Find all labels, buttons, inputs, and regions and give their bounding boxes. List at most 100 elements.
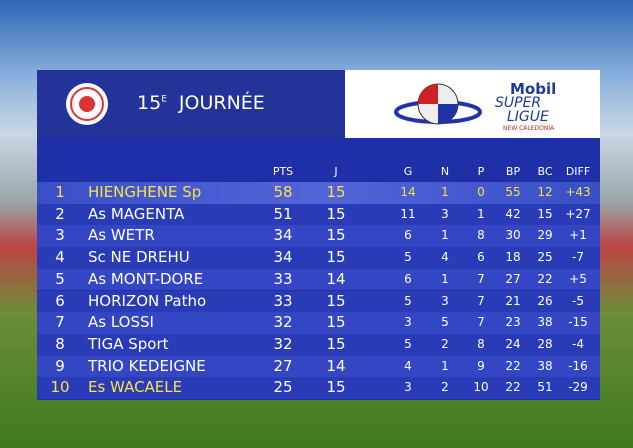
stat: 42 [505,206,521,221]
column-header: G [403,165,413,178]
stat: 51 [273,204,293,223]
stat: -29 [568,380,588,395]
column-header: PTS [272,165,294,178]
title-suffix: E [161,94,167,105]
stat: 32 [273,313,293,332]
stat: 34 [273,248,293,267]
stat: 14 [326,269,346,288]
team-name: As LOSSI [88,313,154,332]
stat: 33 [273,291,293,310]
stat: -15 [568,315,588,330]
rank: 4 [55,248,65,267]
table: PTS J G N P BP BC DIFF 1 HIENGHENE Sp 58 15 14 1 0 55 12… [37,70,600,400]
stat: 4 [441,250,449,265]
stat: 3 [441,293,449,308]
stat: -16 [568,358,588,373]
stat: 5 [404,293,412,308]
stat: 10 [473,380,489,395]
stat: 0 [477,185,485,199]
stat: 18 [505,250,521,265]
header-right: Mobil SUPER LIGUE NEW CALEDONIA [345,70,600,138]
stat: -4 [572,336,584,351]
stat: 51 [537,380,553,395]
stat: 32 [273,334,293,353]
rank: 5 [55,269,65,288]
league-bottom: LIGUE [507,109,549,125]
stat: 1 [441,185,449,199]
column-header: P [477,165,485,178]
team-name: Sc NE DREHU [88,248,190,267]
rank: 2 [55,204,65,223]
stat: 11 [400,206,416,221]
stat: 5 [404,336,412,351]
rank: 8 [55,334,65,353]
stat: 25 [273,378,293,397]
stat: 15 [326,226,346,245]
stat: 6 [404,228,412,243]
stat: 22 [505,358,521,373]
stat: 2 [441,380,449,395]
stat: 27 [273,356,293,375]
stat: 12 [537,185,553,199]
stat: 15 [326,291,346,310]
stat: 6 [477,250,485,265]
stat: 55 [505,185,521,199]
stat: -5 [572,293,584,308]
team-name: TIGA Sport [88,334,169,353]
title-number: 15 [137,92,162,114]
rank: 9 [55,356,65,375]
table-row: 4 Sc NE DREHU 34 15 5 4 6 18 25 -7 [37,247,600,269]
table-row: 9 TRIO KEDEIGNE 27 14 4 1 9 22 38 -16 [37,355,600,378]
table-row: 7 As LOSSI 32 15 3 5 7 23 38 -15 [37,312,600,334]
team-name: TRIO KEDEIGNE [88,356,206,375]
stat: 7 [477,315,485,330]
stat: 27 [505,271,521,286]
stat: 24 [505,336,521,351]
stat: 1 [441,228,449,243]
team-name: HORIZON Patho [88,291,207,310]
stat: 4 [404,358,412,373]
sponsor: Mobil [510,80,557,98]
stat: 6 [404,271,412,286]
team-name: HIENGHENE Sp [88,183,202,201]
stat: +27 [565,206,591,221]
league-name: SUPER LIGUE [495,96,549,124]
stat: 15 [326,248,346,267]
table-row: 1 HIENGHENE Sp 58 15 14 1 0 55 12 +43 [37,182,600,204]
stat: 14 [400,185,416,199]
table-row: 6 HORIZON Patho 33 15 5 3 7 21 26 -5 [37,290,600,313]
stat: 58 [273,183,293,201]
stat: 38 [537,315,553,330]
stat: 34 [273,226,293,245]
stat: 2 [441,336,449,351]
rank: 3 [55,226,65,245]
stat: 28 [537,336,553,351]
title-word: JOURNÉE [178,92,265,114]
league-logo [394,83,482,125]
stat: 9 [477,358,485,373]
team-name: Es WACAELE [88,378,183,397]
stat: +1 [569,228,587,243]
stat: 1 [477,206,485,221]
stat: -7 [572,250,584,265]
table-row: 8 TIGA Sport 32 15 5 2 8 24 28 -4 [37,333,600,356]
stat: 38 [537,358,553,373]
stat: 15 [326,334,346,353]
stat: 21 [505,293,521,308]
stat: 1 [441,358,449,373]
stat: 1 [441,271,449,286]
league-top: SUPER [495,95,542,111]
team-name: As MONT-DORE [88,269,204,288]
federation-logo [66,83,108,125]
stat: 7 [477,271,485,286]
team-name: As WETR [88,226,155,245]
rank: 6 [55,291,65,310]
stat: 29 [537,228,553,243]
table-row: 10 Es WACAELE 25 15 3 2 10 22 51 -29 [37,377,600,399]
stat: 7 [477,293,485,308]
stat: 30 [505,228,521,243]
rank: 7 [55,313,65,332]
stat: 3 [404,380,412,395]
stat: 8 [477,228,485,243]
